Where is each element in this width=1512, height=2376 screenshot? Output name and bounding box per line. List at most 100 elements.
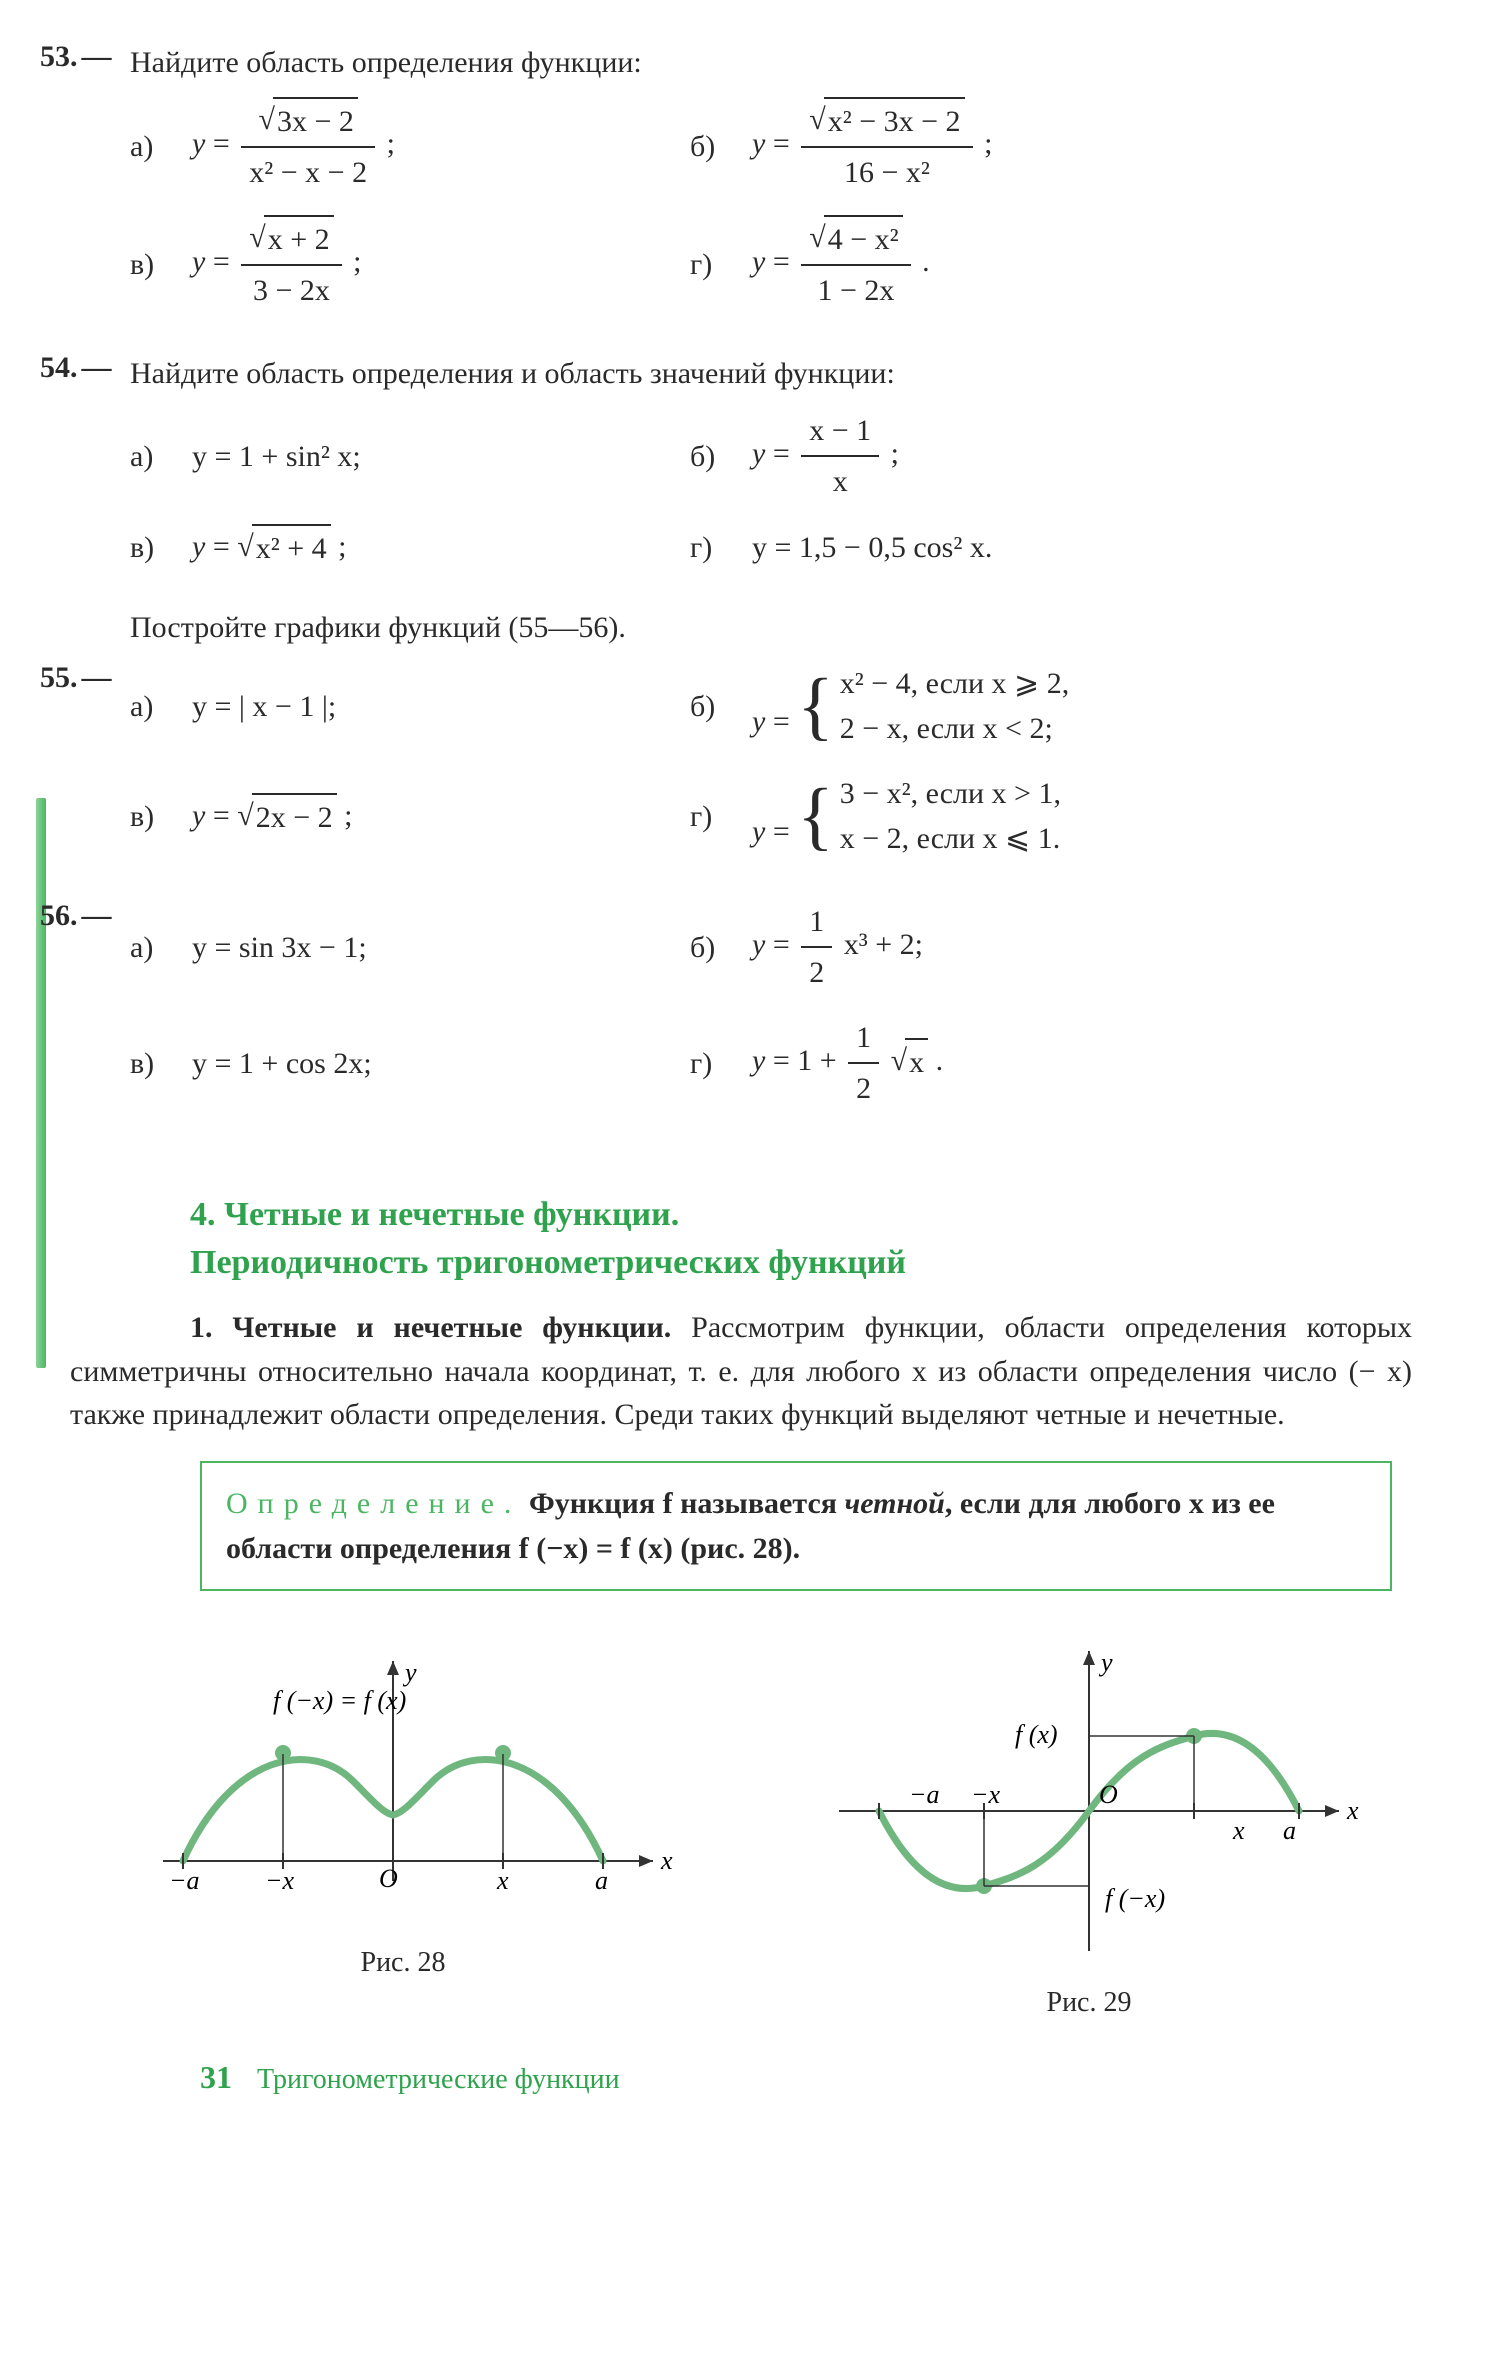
formula: y = 12 x³ + 2; (752, 899, 923, 995)
tick-label: −x (971, 1780, 1001, 1809)
figure-29: y x O −a −x x a f (x) f (−x) Рис. 29 (809, 1631, 1369, 2019)
part-a: а) y = | x − 1 |; (130, 684, 650, 729)
formula: y = {x² − 4, если x ⩾ 2,2 − x, если x < … (752, 661, 1069, 751)
part-label: г) (690, 242, 738, 287)
part-label: а) (130, 124, 178, 169)
exercise-number: 55. (40, 661, 130, 695)
numerator: 1 (801, 899, 832, 948)
case: x² − 4, если x ⩾ 2, (840, 661, 1069, 706)
formula: y = 1,5 − 0,5 cos² x. (752, 525, 992, 570)
sqrt-arg: 4 − x² (824, 215, 903, 262)
origin-label: O (1099, 1780, 1118, 1809)
part-label: в) (130, 794, 178, 839)
part-label: в) (130, 242, 178, 287)
part-b: б) y = √x² − 3x − 216 − x² ; (690, 97, 1210, 195)
definition-word: Определение. (226, 1487, 521, 1520)
parts-row: в) y = √x² + 4 ; г) y = 1,5 − 0,5 cos² x… (130, 524, 1452, 581)
part-label: б) (690, 925, 738, 970)
parts-row: в) y = √x + 23 − 2x ; г) y = √4 − x²1 − … (130, 215, 1452, 323)
exercise-body: Найдите область определения функции: а) … (130, 40, 1452, 333)
case: x − 2, если x ⩽ 1. (840, 816, 1061, 861)
figure-caption: Рис. 28 (123, 1947, 683, 1979)
definition-box: Определение. Функция f называется четной… (200, 1461, 1392, 1591)
formula-tail: x³ + 2; (836, 928, 923, 961)
even-function-graph: y x O −a −x x a f (−x) = f (x) (123, 1631, 683, 1931)
exercise-number: 53. (40, 40, 130, 74)
curve-label: f (−x) (1105, 1884, 1165, 1913)
parts-row: а) y = sin 3x − 1; б) y = 12 x³ + 2; (130, 899, 1452, 1005)
page-number: 31 (200, 2059, 232, 2095)
denominator: x² − x − 2 (241, 148, 375, 195)
origin-label: O (379, 1864, 398, 1893)
denominator: 2 (801, 948, 832, 995)
parts-row: а) y = 1 + sin² x; б) y = x − 1x ; (130, 408, 1452, 514)
part-g: г) y = {3 − x², если x > 1,x − 2, если x… (690, 771, 1210, 861)
formula: y = 1 + sin² x; (192, 434, 361, 479)
curve-equation: f (−x) = f (x) (273, 1686, 406, 1715)
sqrt-arg: x² − 3x − 2 (824, 97, 965, 144)
part-label: г) (690, 794, 738, 839)
case: 2 − x, если x < 2; (840, 706, 1069, 751)
tick-label: x (496, 1866, 509, 1895)
tick-label: x (1232, 1816, 1245, 1845)
axis-label: x (660, 1846, 673, 1875)
denominator: 3 − 2x (241, 266, 341, 313)
parts-row: в) y = √2x − 2 ; г) y = {3 − x², если x … (130, 771, 1452, 871)
instruction-line: Постройте графики функций (55—56). (130, 611, 1452, 645)
sqrt-arg: x (905, 1038, 928, 1085)
denominator: 2 (848, 1064, 879, 1111)
tick-label: a (1283, 1816, 1296, 1845)
formula: y = √2x − 2 ; (192, 793, 352, 840)
title-line: 4. Четные и нечетные функции. (190, 1191, 1452, 1239)
part-label: в) (130, 525, 178, 570)
figure-28: y x O −a −x x a f (−x) = f (x) Рис. 28 (123, 1631, 683, 2019)
formula: y = √4 − x²1 − 2x . (752, 215, 930, 313)
section-title: 4. Четные и нечетные функции. Периодично… (190, 1191, 1452, 1286)
part-v: в) y = √x + 23 − 2x ; (130, 215, 650, 313)
exercise-number: 54. (40, 351, 130, 385)
part-label: а) (130, 434, 178, 479)
axis-label: y (402, 1658, 417, 1687)
case: 3 − x², если x > 1, (840, 771, 1061, 816)
part-g: г) y = √4 − x²1 − 2x . (690, 215, 1210, 313)
exercise-body: а) y = sin 3x − 1; б) y = 12 x³ + 2; в) … (130, 899, 1452, 1131)
sqrt-arg: x² + 4 (252, 524, 331, 571)
part-label: в) (130, 1041, 178, 1086)
difficulty-bar (36, 798, 46, 1368)
formula: y = x − 1x ; (752, 408, 899, 504)
odd-function-graph: y x O −a −x x a f (x) f (−x) (809, 1631, 1369, 1971)
part-label: б) (690, 434, 738, 479)
sqrt-arg: 2x − 2 (252, 793, 337, 840)
formula: y = sin 3x − 1; (192, 925, 367, 970)
denominator: 1 − 2x (801, 266, 910, 313)
parts-row: в) y = 1 + cos 2x; г) y = 1 + 12 √x . (130, 1015, 1452, 1121)
formula: y = 1 + cos 2x; (192, 1041, 372, 1086)
page: 53. Найдите область определения функции:… (0, 0, 1512, 2136)
exercise-body: Найдите область определения и область зн… (130, 351, 1452, 591)
definition-text: Функция f называется (521, 1487, 844, 1520)
title-line: Периодичность тригонометрических функций (190, 1239, 1452, 1287)
part-label: г) (690, 1041, 738, 1086)
exercise-prompt: Найдите область определения и область зн… (130, 351, 1452, 396)
sqrt-arg: 3x − 2 (273, 97, 358, 144)
tick-label: −x (265, 1866, 295, 1895)
exercise-56: 56. а) y = sin 3x − 1; б) y = 12 x³ + 2;… (40, 899, 1452, 1131)
exercise-body: а) y = | x − 1 |; б) y = {x² − 4, если x… (130, 661, 1452, 881)
part-label: а) (130, 684, 178, 729)
numerator: 1 (848, 1015, 879, 1064)
parts-row: а) y = | x − 1 |; б) y = {x² − 4, если x… (130, 661, 1452, 761)
part-b: б) y = {x² − 4, если x ⩾ 2,2 − x, если x… (690, 661, 1210, 751)
part-v: в) y = √2x − 2 ; (130, 793, 650, 840)
part-label: б) (690, 124, 738, 169)
tick-label: −a (169, 1866, 200, 1895)
tick-label: −a (909, 1780, 940, 1809)
part-b: б) y = 12 x³ + 2; (690, 899, 1210, 995)
para-lead: 1. Четные и нечетные функции. (190, 1311, 671, 1344)
exercise-53: 53. Найдите область определения функции:… (40, 40, 1452, 333)
section-paragraph: 1. Четные и нечетные функции. Рассмотрим… (70, 1306, 1412, 1437)
formula: y = √x + 23 − 2x ; (192, 215, 361, 313)
figure-caption: Рис. 29 (809, 1987, 1369, 2019)
exercise-number: 56. (40, 899, 130, 933)
part-a: а) y = 1 + sin² x; (130, 434, 650, 479)
part-v: в) y = √x² + 4 ; (130, 524, 650, 571)
